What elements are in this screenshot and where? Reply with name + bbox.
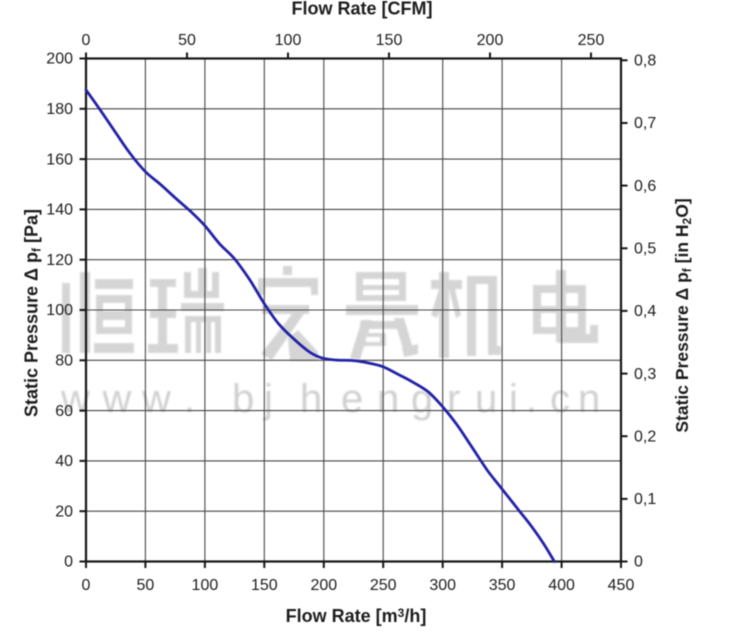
svg-text:150: 150	[251, 577, 278, 594]
svg-text:160: 160	[46, 151, 73, 168]
svg-text:350: 350	[489, 577, 516, 594]
svg-text:0,3: 0,3	[634, 366, 656, 383]
svg-text:450: 450	[608, 577, 635, 594]
svg-text:300: 300	[429, 577, 456, 594]
svg-text:200: 200	[477, 32, 504, 49]
svg-text:150: 150	[376, 32, 403, 49]
svg-text:0: 0	[82, 577, 91, 594]
svg-text:80: 80	[55, 353, 73, 370]
svg-text:60: 60	[55, 403, 73, 420]
svg-text:100: 100	[192, 577, 219, 594]
svg-text:0: 0	[82, 32, 91, 49]
svg-text:0,4: 0,4	[634, 303, 656, 320]
svg-text:250: 250	[370, 577, 397, 594]
svg-text:Static Pressure Δ pf [in H2O]: Static Pressure Δ pf [in H2O]	[672, 198, 694, 432]
svg-text:250: 250	[578, 32, 605, 49]
svg-text:0: 0	[64, 554, 73, 571]
svg-text:Flow Rate [m3/h]: Flow Rate [m3/h]	[286, 606, 427, 626]
svg-text:0,8: 0,8	[634, 53, 656, 70]
svg-text:50: 50	[137, 577, 155, 594]
svg-text:0,6: 0,6	[634, 178, 656, 195]
svg-text:0,7: 0,7	[634, 115, 656, 132]
svg-text:50: 50	[178, 32, 196, 49]
svg-text:0,2: 0,2	[634, 428, 656, 445]
svg-text:120: 120	[46, 252, 73, 269]
svg-text:100: 100	[46, 302, 73, 319]
svg-text:100: 100	[275, 32, 302, 49]
svg-text:40: 40	[55, 453, 73, 470]
svg-text:20: 20	[55, 503, 73, 520]
svg-text:Static Pressure Δ pf [Pa]: Static Pressure Δ pf [Pa]	[22, 209, 44, 417]
svg-text:400: 400	[548, 577, 575, 594]
svg-text:Flow Rate [CFM]: Flow Rate [CFM]	[292, 0, 433, 19]
svg-text:140: 140	[46, 202, 73, 219]
svg-text:0: 0	[634, 554, 643, 571]
svg-text:0,1: 0,1	[634, 491, 656, 508]
svg-text:200: 200	[310, 577, 337, 594]
svg-text:200: 200	[46, 51, 73, 68]
svg-text:180: 180	[46, 101, 73, 118]
svg-text:0,5: 0,5	[634, 241, 656, 258]
